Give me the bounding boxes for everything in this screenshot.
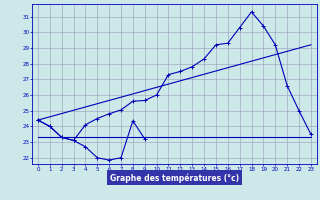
- X-axis label: Graphe des températures (°c): Graphe des températures (°c): [110, 173, 239, 183]
